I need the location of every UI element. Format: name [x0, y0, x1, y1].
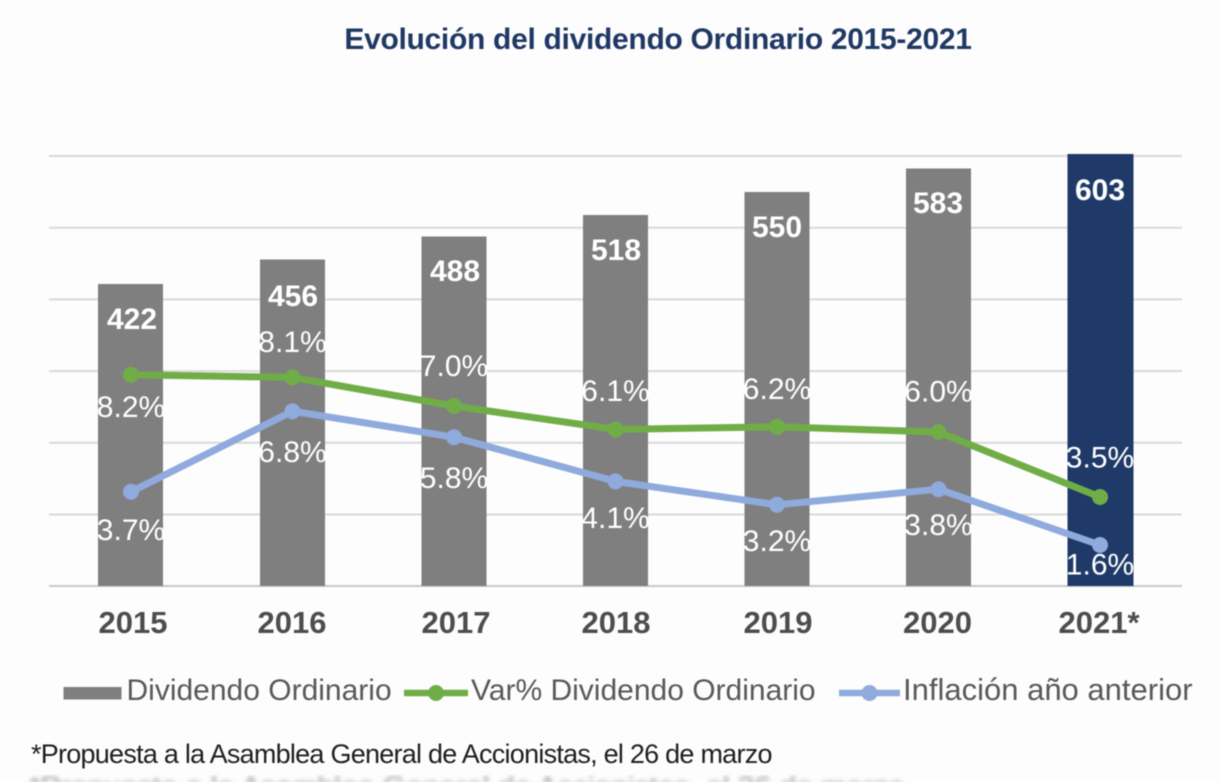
svg-text:550: 550: [752, 211, 802, 244]
svg-text:3.8%: 3.8%: [904, 509, 972, 542]
svg-text:2020: 2020: [903, 605, 972, 640]
svg-text:2017: 2017: [422, 605, 491, 640]
svg-text:3.5%: 3.5%: [1066, 442, 1134, 475]
svg-text:Inflación año anterior: Inflación año anterior: [903, 672, 1193, 707]
svg-text:2018: 2018: [582, 605, 651, 640]
svg-text:Dividendo Ordinario: Dividendo Ordinario: [127, 674, 392, 707]
svg-text:583: 583: [913, 187, 963, 220]
svg-text:*Propuesta a la Asamblea Gener: *Propuesta a la Asamblea General de Acci…: [31, 739, 772, 769]
svg-text:518: 518: [591, 234, 641, 267]
svg-text:Var% Dividendo Ordinario: Var% Dividendo Ordinario: [471, 674, 816, 707]
svg-text:488: 488: [430, 255, 480, 288]
svg-text:603: 603: [1075, 174, 1125, 207]
svg-text:6.8%: 6.8%: [258, 436, 326, 469]
svg-text:422: 422: [107, 303, 157, 336]
svg-text:7.0%: 7.0%: [420, 350, 488, 383]
svg-text:8.1%: 8.1%: [258, 326, 326, 359]
svg-text:1.6%: 1.6%: [1066, 549, 1134, 582]
svg-text:2019: 2019: [744, 605, 813, 640]
svg-text:6.1%: 6.1%: [581, 375, 649, 408]
svg-text:4.1%: 4.1%: [581, 502, 649, 535]
svg-text:8.2%: 8.2%: [97, 391, 165, 424]
svg-text:456: 456: [268, 280, 318, 313]
svg-text:2021*: 2021*: [1058, 605, 1140, 640]
svg-text:6.2%: 6.2%: [743, 373, 811, 406]
svg-text:5.8%: 5.8%: [420, 462, 488, 495]
svg-text:3.7%: 3.7%: [97, 514, 165, 547]
svg-text:6.0%: 6.0%: [904, 376, 972, 409]
svg-text:2015: 2015: [99, 605, 168, 640]
svg-text:3.2%: 3.2%: [743, 525, 811, 558]
svg-text:Evolución del dividendo Ordina: Evolución del dividendo Ordinario 2015-2…: [344, 23, 971, 56]
svg-text:2016: 2016: [258, 605, 327, 640]
